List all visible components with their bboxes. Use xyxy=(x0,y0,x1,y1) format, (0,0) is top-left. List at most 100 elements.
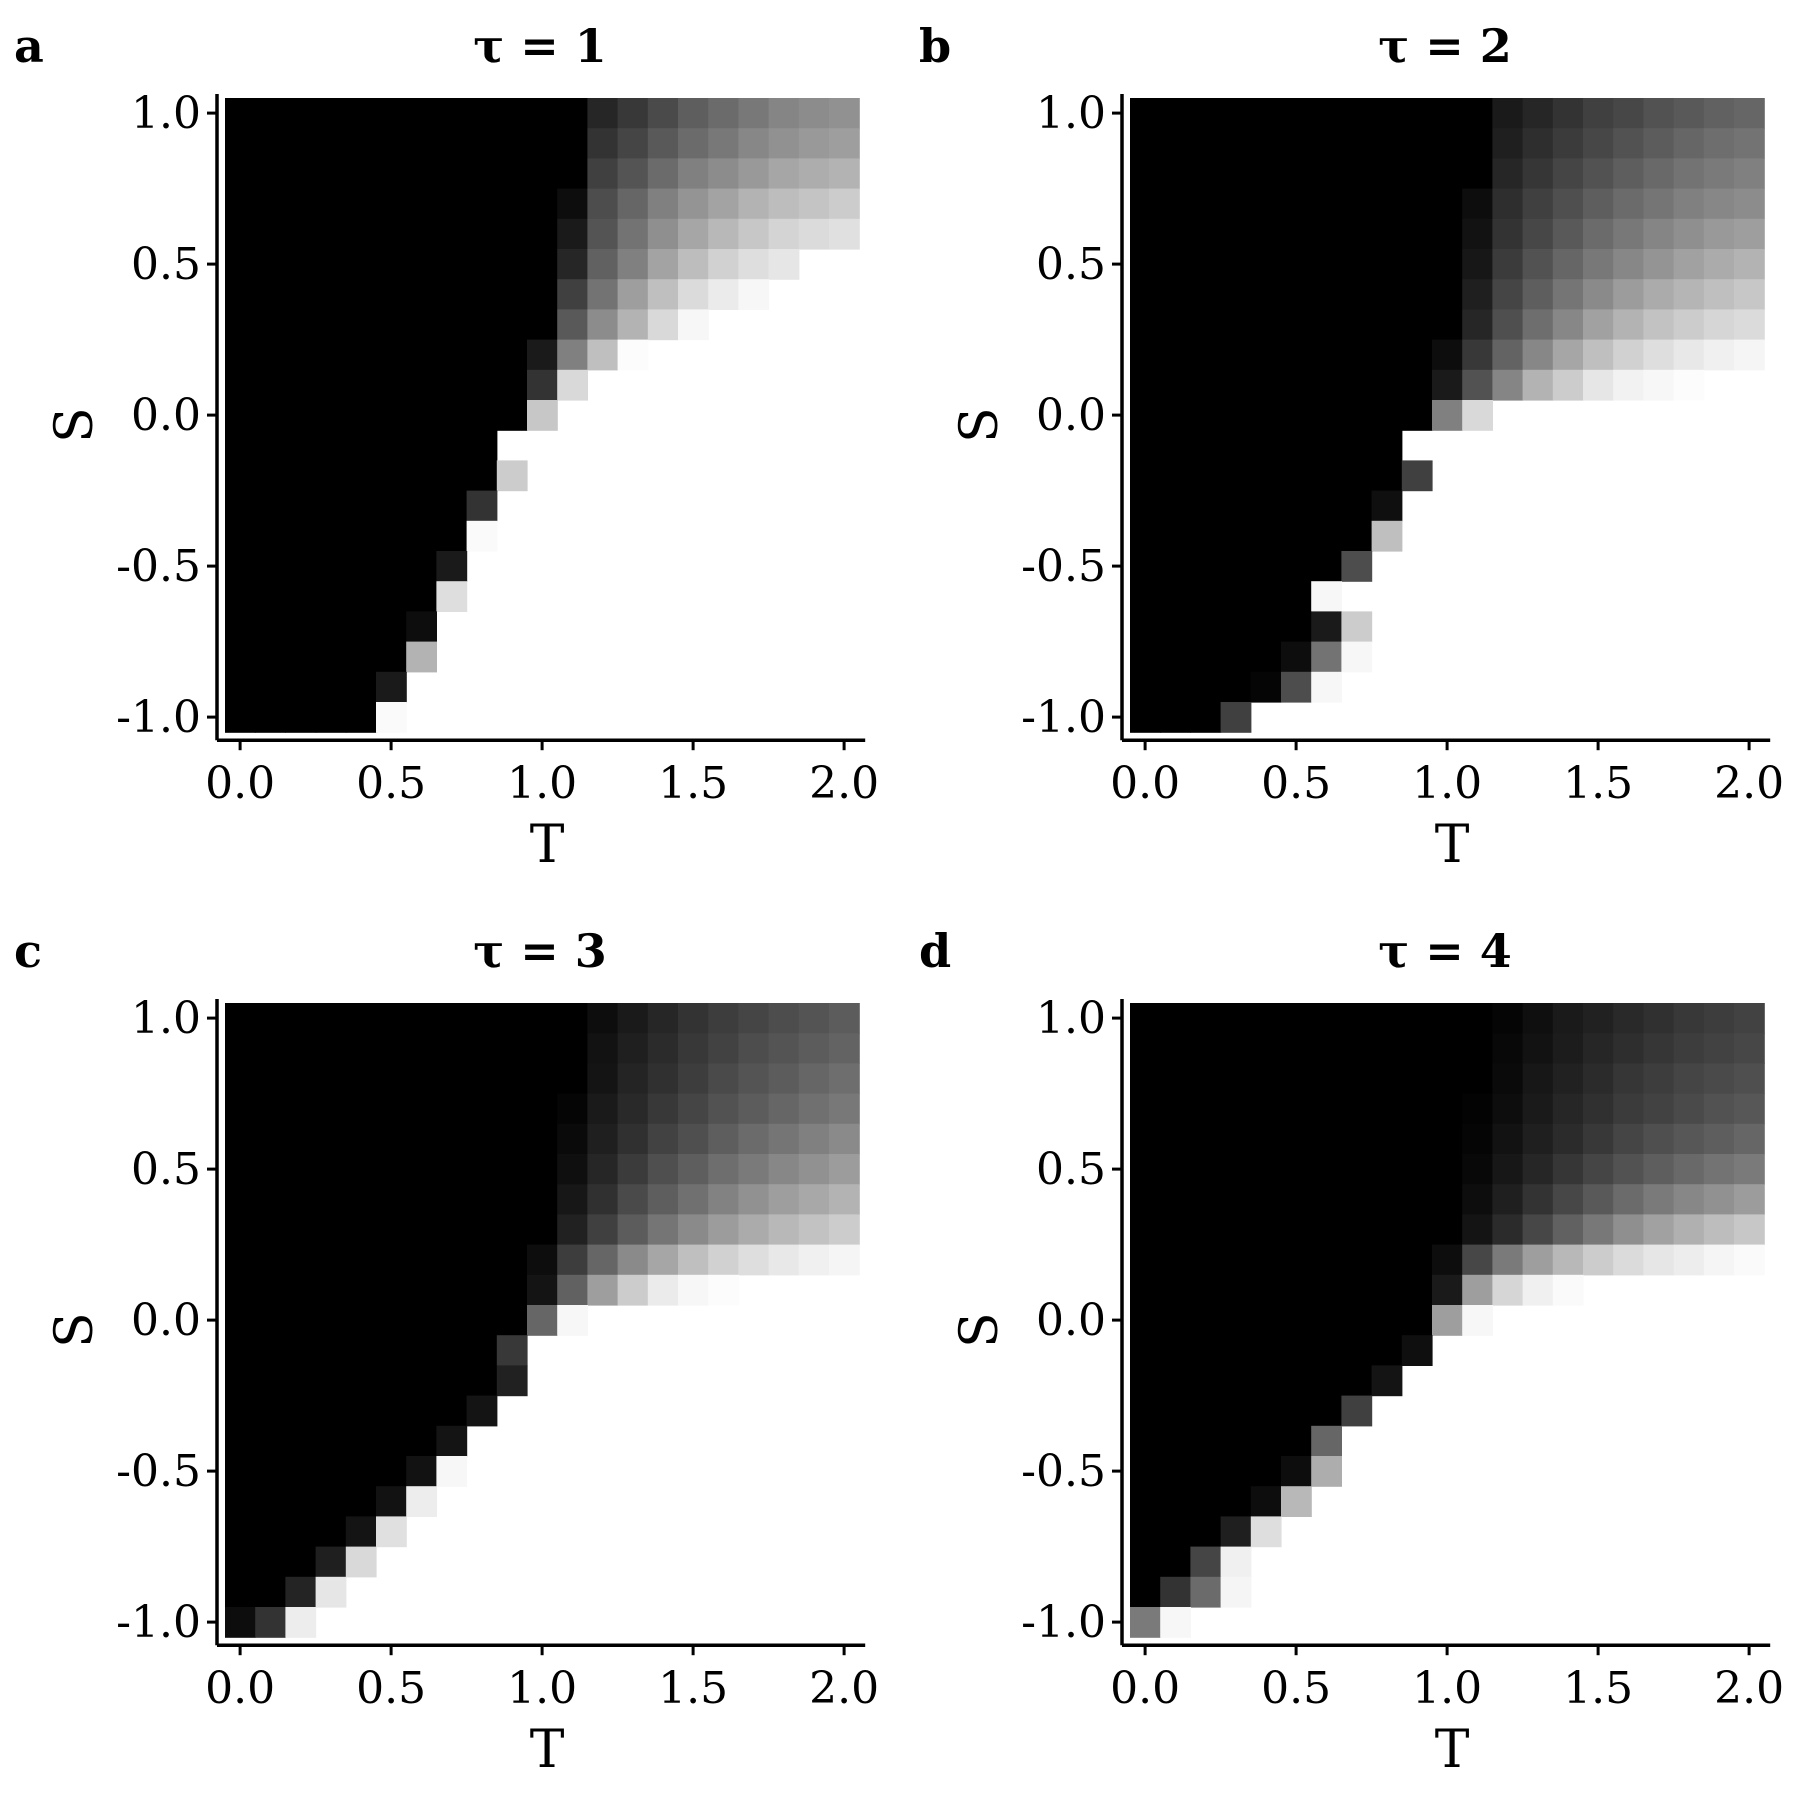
heatmap-cell xyxy=(1371,218,1403,250)
heatmap-cell xyxy=(1281,1335,1312,1366)
heatmap-cell xyxy=(1673,249,1705,280)
heatmap-cell xyxy=(1492,1093,1524,1125)
heatmap-cell xyxy=(225,309,256,341)
heatmap-cell xyxy=(1250,1365,1282,1397)
heatmap-cell xyxy=(1311,581,1342,612)
heatmap-cell xyxy=(1583,249,1614,280)
heatmap-cell xyxy=(1281,520,1312,552)
heatmap-cell xyxy=(768,1154,800,1185)
heatmap-cell xyxy=(406,1063,437,1095)
heatmap-cell xyxy=(496,309,528,341)
heatmap-cell xyxy=(376,1516,407,1548)
heatmap-cell xyxy=(1220,1335,1252,1366)
panel-d: 0.0 0.5 1.0 1.5 2.0 -1.0 -0.5 0.0 0.5 1.0 T Sd τ = 4 xyxy=(919,924,1784,1780)
heatmap-cell xyxy=(376,551,407,582)
heatmap-cell xyxy=(1250,1516,1282,1548)
heatmap-cell xyxy=(285,1093,317,1125)
heatmap-cell xyxy=(376,1063,407,1095)
heatmap-cell xyxy=(376,1456,407,1487)
heatmap-cell xyxy=(1190,1274,1222,1306)
heatmap-cell xyxy=(1643,1244,1675,1276)
heatmap-cell xyxy=(1250,1214,1282,1246)
x-tick-label: 0.0 xyxy=(205,758,275,809)
heatmap-cell xyxy=(1643,218,1675,250)
heatmap-cell xyxy=(225,702,256,733)
heatmap-cell xyxy=(496,1335,528,1366)
heatmap-cell xyxy=(678,279,709,310)
heatmap-cell xyxy=(527,218,558,250)
heatmap-cell xyxy=(708,128,739,159)
heatmap-cell xyxy=(1401,1214,1433,1246)
heatmap-cell xyxy=(527,1274,558,1306)
heatmap-cell xyxy=(225,1274,256,1306)
heatmap-cell xyxy=(1583,98,1614,129)
heatmap-cell xyxy=(1552,218,1584,250)
heatmap-cell xyxy=(436,551,468,582)
heatmap-cell xyxy=(587,1063,619,1095)
heatmap-cell xyxy=(1341,218,1373,250)
heatmap-cell xyxy=(527,1154,558,1185)
heatmap-cell xyxy=(466,158,498,190)
heatmap-cell xyxy=(1552,1123,1584,1155)
heatmap-cell xyxy=(678,188,709,220)
heatmap-cell xyxy=(1311,671,1342,703)
heatmap-cell xyxy=(557,1093,588,1125)
heatmap-cell xyxy=(738,1003,770,1034)
heatmap-cell xyxy=(557,1274,588,1306)
heatmap-cell xyxy=(1130,702,1161,733)
heatmap-cell xyxy=(1130,430,1161,461)
heatmap-cell xyxy=(738,1123,770,1155)
heatmap-cell xyxy=(1734,279,1765,310)
heatmap-cell xyxy=(345,1335,377,1366)
heatmap-cell xyxy=(376,98,407,129)
heatmap-cell xyxy=(1703,1033,1735,1064)
heatmap-cell xyxy=(345,400,377,431)
heatmap-cell xyxy=(1432,339,1463,371)
heatmap-cell xyxy=(1220,671,1252,703)
x-tick-label: 0.0 xyxy=(1110,1663,1180,1714)
heatmap-cell xyxy=(1462,218,1493,250)
heatmap-cell xyxy=(708,1063,739,1095)
heatmap-cell xyxy=(345,249,377,280)
heatmap-cell xyxy=(647,309,679,341)
heatmap-cell xyxy=(1311,400,1342,431)
heatmap-cell xyxy=(1220,611,1252,643)
heatmap-cell xyxy=(1703,309,1735,341)
heatmap-cell xyxy=(1160,641,1191,673)
heatmap-cell xyxy=(1432,1033,1463,1064)
heatmap-cell xyxy=(1250,460,1282,492)
heatmap-cell xyxy=(738,1244,770,1276)
heatmap-cell xyxy=(557,98,588,129)
heatmap-cell xyxy=(1190,279,1222,310)
y-axis-label: S xyxy=(950,407,1010,443)
heatmap-cell xyxy=(1673,1244,1705,1276)
heatmap-cell xyxy=(1462,339,1493,371)
heatmap-cell xyxy=(345,490,377,522)
heatmap-cell xyxy=(1281,1003,1312,1034)
heatmap-cell xyxy=(1371,309,1403,341)
heatmap-cell xyxy=(1220,400,1252,431)
heatmap-cell xyxy=(1250,1003,1282,1034)
heatmap-cell xyxy=(1341,1365,1373,1397)
heatmap-cell xyxy=(527,188,558,220)
heatmap-cell xyxy=(466,1033,498,1064)
heatmap-cell xyxy=(738,1093,770,1125)
y-tick-label: 1.0 xyxy=(1036,88,1106,139)
heatmap-cell xyxy=(406,490,437,522)
heatmap-cell xyxy=(1401,1003,1433,1034)
heatmap-cell xyxy=(1220,279,1252,310)
heatmap-cell xyxy=(1220,1305,1252,1336)
heatmap-cell xyxy=(315,309,347,341)
heatmap-cell xyxy=(1130,249,1161,280)
heatmap-cell xyxy=(315,1486,347,1517)
heatmap-cell xyxy=(225,98,256,129)
heatmap-cell xyxy=(1220,1456,1252,1487)
heatmap-cell xyxy=(708,1214,739,1246)
heatmap-cell xyxy=(527,98,558,129)
heatmap-cell xyxy=(1220,1576,1252,1608)
heatmap-cell xyxy=(376,430,407,461)
heatmap-cell xyxy=(255,1607,286,1638)
heatmap-cell xyxy=(496,98,528,129)
heatmap-cell xyxy=(285,671,317,703)
heatmap-cell xyxy=(1734,339,1765,371)
